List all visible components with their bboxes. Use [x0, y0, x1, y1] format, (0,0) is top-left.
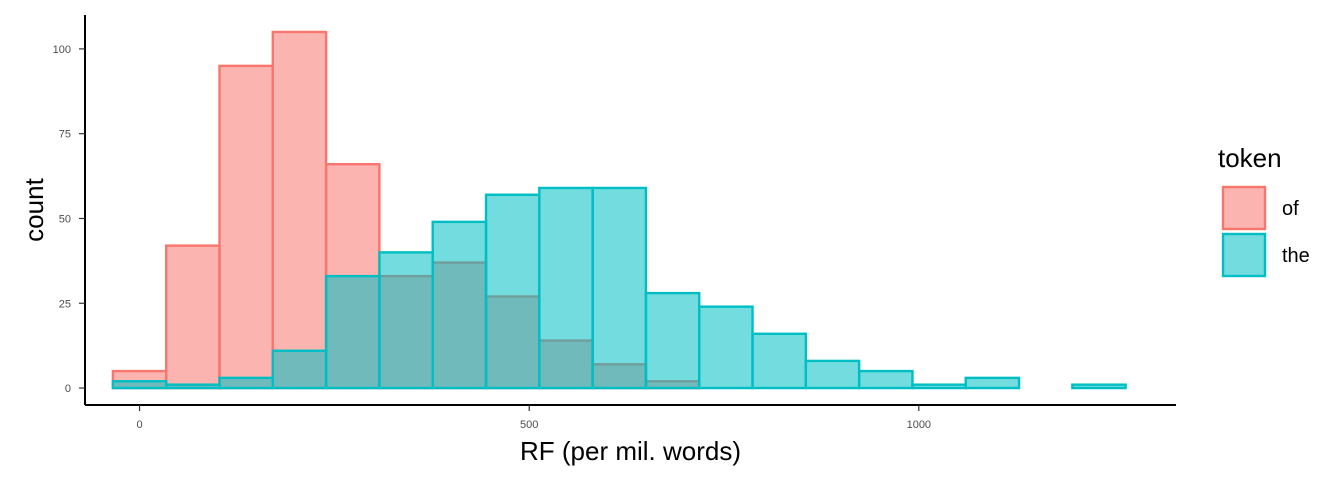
x-tick-label: 500 [520, 419, 538, 431]
legend-label-the: the [1282, 245, 1310, 267]
bar-the-bin-15 [911, 383, 967, 390]
bar-the-bin-3 [271, 349, 328, 390]
y-tick-label: 0 [65, 383, 71, 395]
bar-the-bin-14 [857, 369, 914, 390]
y-axis-title: count [19, 177, 49, 241]
bar-of-bin-3 [271, 30, 328, 390]
legend-label-of: of [1282, 198, 1299, 220]
bar-the-bin-4 [324, 274, 381, 390]
legend: token of the [1218, 143, 1310, 278]
y-tick-label: 100 [53, 44, 71, 56]
bar-of-bin-1 [165, 244, 221, 390]
legend-key-the [1221, 232, 1267, 278]
y-tick-label: 25 [59, 298, 71, 310]
bar-the-bin-0 [111, 380, 168, 390]
bar-of-bin-2 [218, 64, 275, 390]
bar-the-bin-6 [431, 220, 488, 390]
bar-the-bin-1 [165, 383, 221, 390]
x-tick-label: 0 [136, 419, 142, 431]
bar-the-bin-9 [591, 186, 648, 390]
bar-the-bin-11 [698, 305, 754, 390]
bar-the-bin-2 [218, 376, 275, 390]
x-axis-ticks: 0 500 1000 [136, 405, 931, 431]
bar-the-bin-8 [538, 186, 594, 390]
y-axis-ticks: 0 25 50 75 100 [53, 44, 85, 395]
bar-the-bin-5 [378, 251, 434, 390]
legend-title: token [1218, 143, 1282, 173]
bar-the-bin-18 [1071, 383, 1127, 390]
bar-the-bin-16 [964, 376, 1021, 390]
bar-the-bin-10 [644, 291, 701, 390]
y-tick-label: 50 [59, 213, 71, 225]
x-tick-label: 1000 [907, 419, 931, 431]
series-the-bars [111, 186, 1127, 390]
bar-the-bin-7 [484, 193, 541, 390]
legend-key-of [1221, 185, 1267, 231]
bar-the-bin-13 [804, 359, 861, 390]
bar-the-bin-12 [751, 332, 808, 390]
y-tick-label: 75 [59, 129, 71, 141]
x-axis-title: RF (per mil. words) [520, 436, 741, 466]
